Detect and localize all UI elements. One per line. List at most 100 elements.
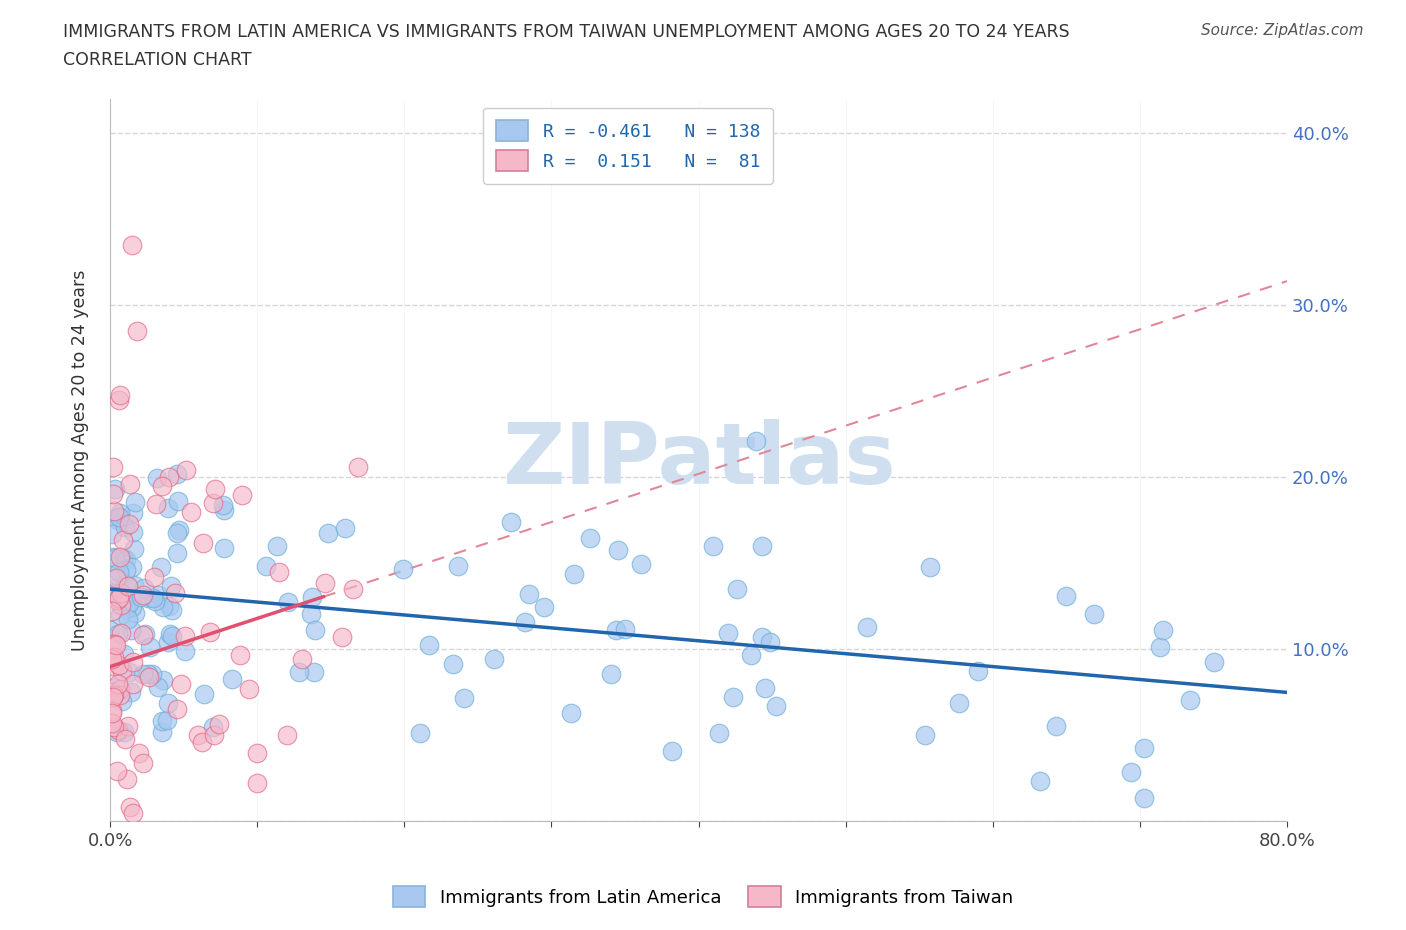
Point: [136, 591, 159, 605]
Point: [170, 677, 193, 692]
Point: [146, 471, 169, 485]
Point: [100, 684, 122, 699]
Point: [108, 688, 131, 703]
Point: [108, 591, 131, 605]
Point: [112, 551, 135, 565]
Point: [166, 702, 188, 717]
Text: ZIPatlas: ZIPatlas: [502, 418, 896, 501]
Point: [114, 601, 136, 616]
Point: [148, 588, 170, 603]
Point: [174, 462, 197, 477]
Point: [1029, 774, 1052, 789]
Point: [142, 570, 165, 585]
Point: [112, 724, 135, 739]
Point: [121, 600, 143, 615]
Point: [103, 687, 125, 702]
Point: [152, 672, 174, 687]
Point: [107, 723, 129, 737]
Y-axis label: Unemployment Among Ages 20 to 24 years: Unemployment Among Ages 20 to 24 years: [72, 270, 89, 651]
Point: [103, 650, 125, 665]
Point: [167, 493, 190, 508]
Point: [533, 600, 555, 615]
Point: [173, 643, 195, 658]
Point: [143, 593, 166, 608]
Point: [110, 388, 132, 403]
Point: [316, 525, 339, 540]
Point: [125, 324, 148, 339]
Point: [156, 634, 179, 649]
Point: [221, 671, 243, 686]
Point: [156, 712, 179, 727]
Point: [112, 533, 135, 548]
Point: [513, 615, 536, 630]
Point: [114, 563, 136, 578]
Point: [108, 550, 131, 565]
Point: [392, 562, 415, 577]
Point: [132, 588, 155, 603]
Point: [101, 486, 124, 501]
Point: [118, 476, 141, 491]
Point: [124, 605, 146, 620]
Point: [121, 506, 143, 521]
Point: [409, 725, 432, 740]
Point: [661, 744, 683, 759]
Point: [157, 599, 180, 614]
Point: [150, 724, 173, 739]
Point: [138, 670, 160, 684]
Point: [579, 531, 602, 546]
Point: [304, 622, 326, 637]
Point: [191, 735, 214, 750]
Point: [765, 698, 787, 713]
Point: [100, 706, 122, 721]
Point: [314, 576, 336, 591]
Point: [605, 622, 627, 637]
Point: [117, 771, 139, 786]
Point: [118, 517, 141, 532]
Point: [107, 569, 129, 584]
Point: [1133, 791, 1156, 806]
Point: [122, 654, 145, 669]
Point: [114, 577, 136, 591]
Point: [160, 578, 183, 593]
Point: [108, 565, 131, 579]
Point: [157, 470, 180, 485]
Point: [163, 586, 186, 601]
Point: [202, 728, 225, 743]
Point: [149, 560, 172, 575]
Point: [214, 540, 236, 555]
Point: [751, 630, 773, 644]
Point: [1202, 655, 1225, 670]
Point: [1152, 622, 1174, 637]
Point: [129, 590, 152, 604]
Point: [132, 628, 155, 643]
Point: [108, 607, 131, 622]
Point: [108, 392, 131, 407]
Point: [103, 658, 125, 673]
Point: [118, 665, 141, 680]
Point: [174, 629, 197, 644]
Point: [104, 551, 127, 565]
Point: [725, 582, 748, 597]
Point: [229, 648, 252, 663]
Point: [122, 578, 145, 592]
Point: [1054, 589, 1077, 604]
Point: [1149, 639, 1171, 654]
Point: [333, 521, 356, 536]
Point: [246, 776, 269, 790]
Point: [103, 720, 125, 735]
Point: [606, 542, 628, 557]
Point: [105, 592, 128, 607]
Point: [101, 526, 124, 541]
Point: [162, 628, 184, 643]
Point: [134, 580, 156, 595]
Point: [112, 646, 135, 661]
Point: [447, 558, 470, 573]
Point: [208, 717, 231, 732]
Point: [101, 459, 124, 474]
Point: [117, 718, 139, 733]
Point: [103, 550, 125, 565]
Point: [855, 619, 877, 634]
Point: [299, 607, 322, 622]
Point: [139, 640, 162, 655]
Point: [105, 764, 128, 778]
